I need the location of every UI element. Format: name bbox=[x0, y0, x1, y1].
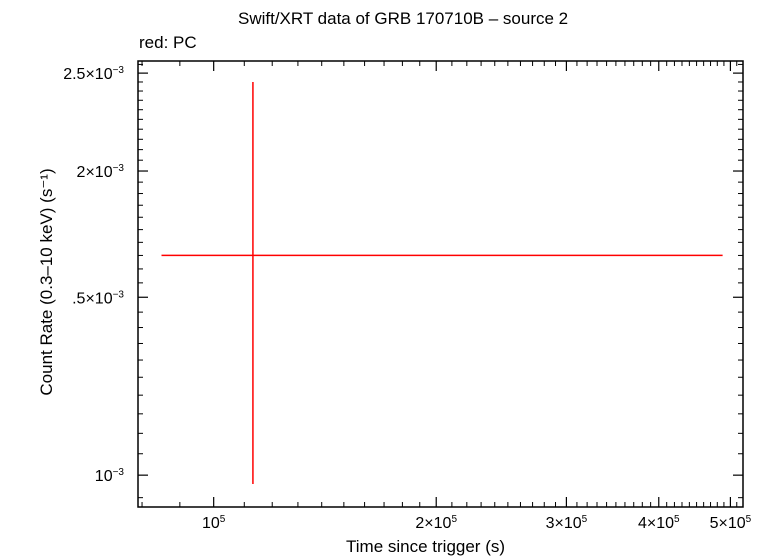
x-axis-label: Time since trigger (s) bbox=[346, 537, 506, 556]
x-tick-label: 3×105 bbox=[546, 514, 588, 532]
chart-title: Swift/XRT data of GRB 170710B – source 2 bbox=[238, 9, 569, 28]
y-tick-label: 2×10−3 bbox=[77, 163, 125, 181]
x-tick-label: 4×105 bbox=[638, 514, 680, 532]
x-tick-label: 5×105 bbox=[710, 514, 752, 532]
plot-frame bbox=[137, 60, 744, 508]
y-tick-label: 10−3 bbox=[95, 467, 125, 485]
y-tick-label: 2.5×10−3 bbox=[63, 65, 124, 83]
x-tick-label: 105 bbox=[202, 514, 226, 532]
y-tick-label: .5×10−3 bbox=[72, 289, 124, 307]
chart-subtitle: red: PC bbox=[139, 33, 197, 52]
x-tick-label: 2×105 bbox=[415, 514, 457, 532]
